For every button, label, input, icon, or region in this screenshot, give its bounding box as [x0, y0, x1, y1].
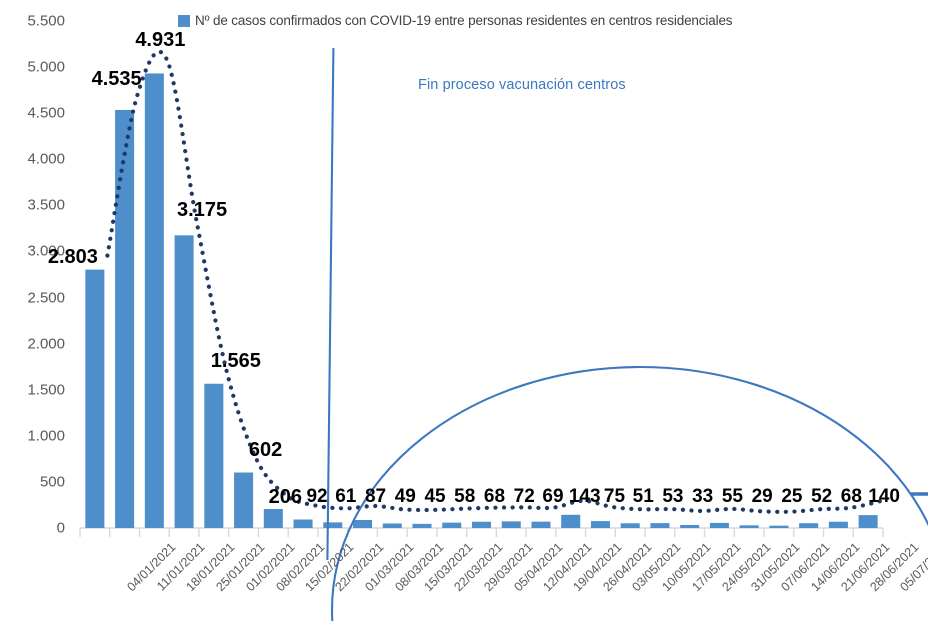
bar-value-label: 140	[868, 486, 900, 507]
dotted-trend-curve	[105, 49, 883, 514]
bar	[323, 522, 343, 528]
bar	[561, 514, 581, 528]
bar-value-label: 4.931	[135, 29, 186, 52]
legend-label: Nº de casos confirmados con COVID-19 ent…	[195, 13, 733, 28]
bar	[115, 109, 135, 529]
y-axis-tick-label: 3.500	[27, 196, 65, 214]
bar-value-label: 52	[811, 486, 833, 507]
bar-value-label: 33	[692, 486, 714, 507]
bar-value-label: 55	[721, 486, 743, 507]
bar	[590, 521, 610, 528]
bar	[650, 523, 670, 528]
highlight-ellipse	[331, 366, 928, 621]
bar	[353, 519, 373, 528]
bar-value-label: 25	[781, 486, 803, 507]
bar	[828, 521, 848, 528]
bar-value-label: 72	[513, 486, 535, 507]
y-axis-tick-label: 5.000	[27, 58, 65, 76]
bar	[204, 383, 224, 528]
bar-value-label: 1.565	[210, 349, 261, 372]
y-axis-tick-label: 2.000	[27, 335, 65, 353]
chart-legend: Nº de casos confirmados con COVID-19 ent…	[178, 13, 733, 28]
bar	[501, 521, 521, 528]
vaccination-end-annotation: Fin proceso vacunación centros	[418, 77, 626, 93]
bar	[769, 525, 789, 528]
y-axis-tick-label: 500	[39, 473, 65, 491]
bar	[412, 523, 432, 528]
bar	[293, 519, 313, 528]
y-axis-tick-label: 1.000	[27, 427, 65, 445]
bar-value-label: 75	[603, 486, 626, 507]
axis-group	[79, 527, 884, 537]
bar	[174, 235, 194, 528]
vaccination-marker-line	[326, 47, 335, 561]
bar	[442, 522, 462, 528]
bar-value-label: 206	[268, 486, 302, 508]
bars-group	[85, 73, 878, 529]
y-axis-tick-label: 2.500	[27, 289, 65, 307]
y-axis-tick-label: 4.000	[27, 150, 65, 168]
bar-value-label: 61	[335, 486, 357, 507]
bar	[85, 269, 105, 528]
bar-value-label: 3.175	[177, 199, 228, 222]
bar-value-label: 4.535	[91, 67, 142, 90]
bar-value-label: 602	[248, 438, 283, 461]
bar	[263, 509, 283, 528]
bar-value-label: 68	[483, 486, 506, 507]
bar-value-label: 68	[840, 486, 862, 507]
y-axis-tick-label: 0	[56, 519, 65, 537]
bar-value-label: 92	[306, 486, 328, 507]
bar-value-label: 87	[364, 486, 387, 507]
bar-value-label: 49	[394, 486, 416, 507]
bar	[144, 73, 164, 528]
bar	[739, 525, 759, 528]
y-axis-tick-label: 4.500	[27, 104, 65, 122]
bar-value-label: 69	[542, 486, 564, 507]
legend-color-swatch	[178, 14, 190, 27]
y-axis-tick-label: 3.000	[27, 242, 65, 260]
y-axis-tick-label: 5.500	[27, 12, 65, 30]
bar-value-label: 29	[751, 486, 773, 507]
bar-value-label: 2.803	[47, 245, 98, 268]
bar	[382, 523, 402, 528]
y-axis-tick-label: 1.500	[27, 381, 65, 399]
bar	[680, 524, 700, 528]
bar	[858, 515, 878, 528]
bar-value-label: 143	[568, 486, 601, 507]
bar-value-label: 51	[632, 486, 654, 507]
bar	[531, 521, 551, 528]
bar	[471, 521, 492, 528]
bar-value-label: 53	[662, 486, 684, 507]
bar-value-label: 58	[454, 486, 476, 507]
overlay-shapes-group	[105, 47, 928, 621]
bar	[709, 522, 729, 528]
bar	[799, 523, 819, 528]
bar-value-label: 45	[424, 486, 446, 507]
bar	[234, 472, 254, 528]
bar	[620, 523, 640, 528]
